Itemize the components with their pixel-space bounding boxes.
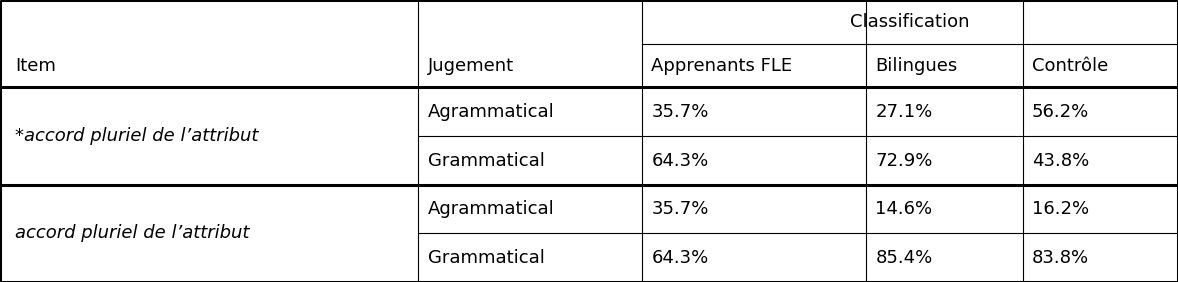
Text: 56.2%: 56.2% [1032, 103, 1090, 121]
Text: accord pluriel de l’attribut: accord pluriel de l’attribut [15, 224, 250, 243]
Text: *accord pluriel de l’attribut: *accord pluriel de l’attribut [15, 127, 259, 145]
Text: Classification: Classification [851, 13, 969, 31]
Text: Contrôle: Contrôle [1032, 57, 1108, 74]
Text: 72.9%: 72.9% [875, 152, 933, 169]
Text: 43.8%: 43.8% [1032, 152, 1090, 169]
Text: 35.7%: 35.7% [651, 103, 709, 121]
Text: 83.8%: 83.8% [1032, 249, 1088, 267]
Text: Apprenants FLE: Apprenants FLE [651, 57, 793, 74]
Text: Bilingues: Bilingues [875, 57, 958, 74]
Text: Grammatical: Grammatical [428, 152, 544, 169]
Text: Grammatical: Grammatical [428, 249, 544, 267]
Text: 27.1%: 27.1% [875, 103, 933, 121]
Text: 64.3%: 64.3% [651, 249, 709, 267]
Text: 16.2%: 16.2% [1032, 200, 1088, 218]
Text: Jugement: Jugement [428, 57, 514, 74]
Text: Agrammatical: Agrammatical [428, 103, 555, 121]
Text: 35.7%: 35.7% [651, 200, 709, 218]
Text: Item: Item [15, 57, 57, 74]
Text: 14.6%: 14.6% [875, 200, 932, 218]
Text: 64.3%: 64.3% [651, 152, 709, 169]
Text: Agrammatical: Agrammatical [428, 200, 555, 218]
Text: 85.4%: 85.4% [875, 249, 933, 267]
